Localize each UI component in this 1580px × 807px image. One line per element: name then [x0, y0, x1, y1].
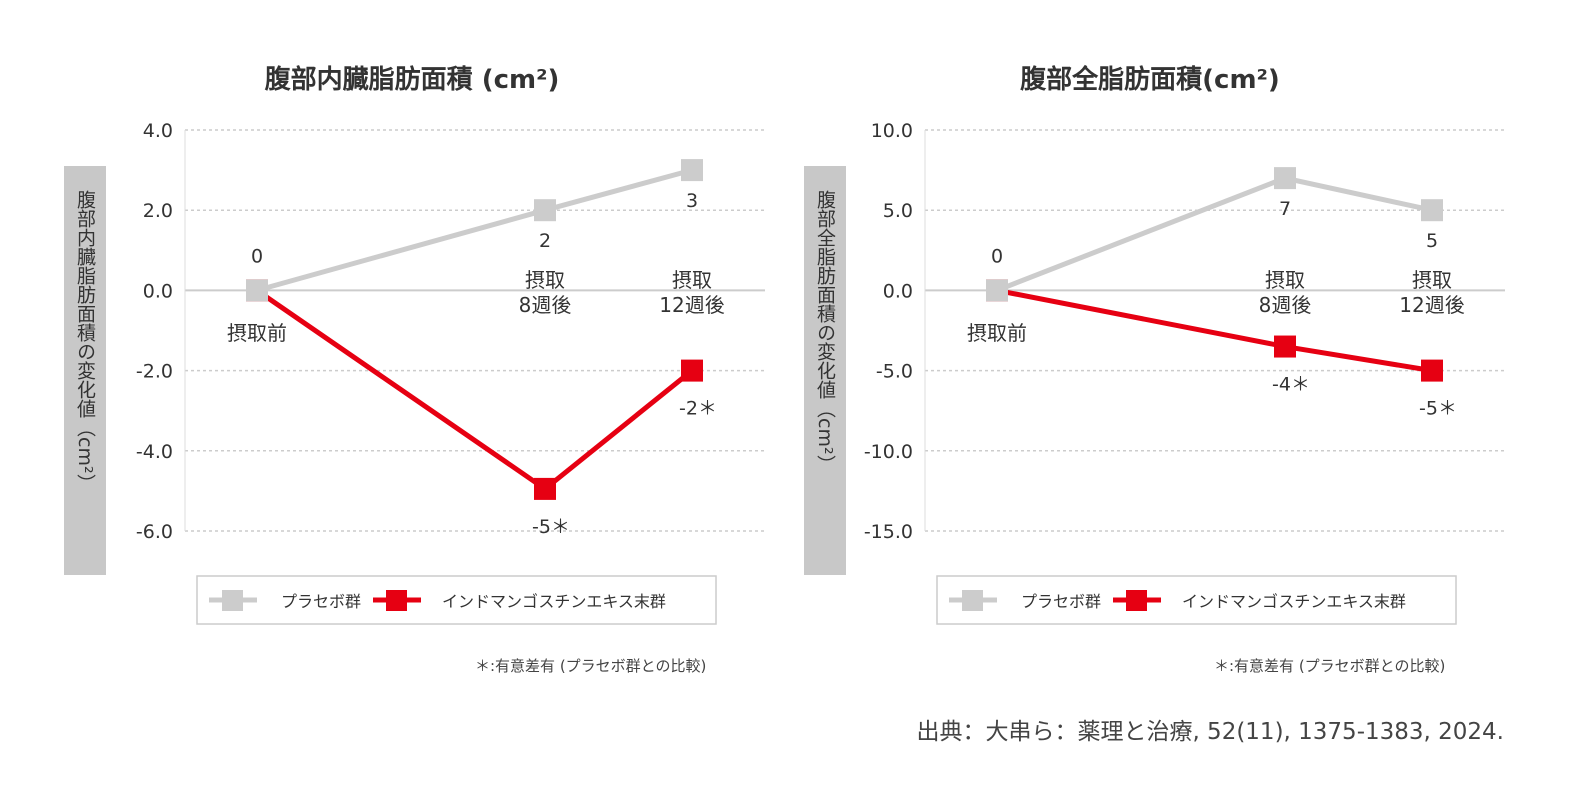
series-line-placebo: [256, 167, 693, 293]
y-axis-label: 腹部内臓脂肪面積の変化値（cm²）: [74, 190, 96, 493]
data-label: -4＊: [1272, 374, 1310, 396]
data-label: 5: [1426, 230, 1438, 252]
legend-marker: [222, 590, 243, 611]
data-point: [1274, 167, 1296, 190]
footnote-left: ＊:有意差有 (プラセボ群との比較): [475, 657, 707, 675]
data-point: [246, 279, 268, 302]
data-point: [681, 359, 703, 382]
series-line-extract: [996, 287, 1433, 374]
data-point: [986, 279, 1008, 302]
legend-marker: [1126, 590, 1147, 611]
data-label: 3: [686, 190, 698, 212]
y-tick-label: 4.0: [143, 120, 173, 142]
x-category-label: 摂取 12週後: [1399, 268, 1464, 317]
chart-1: 腹部内臓脂肪面積 (cm²) 腹部内臓脂肪面積の変化値（cm²） 4.0 2.0 0.0…: [64, 64, 765, 625]
data-label: 7: [1279, 198, 1291, 220]
data-point: [1421, 359, 1443, 382]
y-axis-label: 腹部全脂肪面積の変化値（cm²）: [814, 190, 836, 474]
legend-label: インドマンゴスチンエキス末群: [1182, 592, 1406, 611]
x-category-label: 摂取前: [227, 321, 287, 345]
data-label: 2: [539, 230, 551, 252]
x-category-label: 摂取 8週後: [1259, 268, 1312, 317]
series-line-placebo: [996, 175, 1433, 293]
data-label: -5＊: [1419, 398, 1457, 420]
chart-2: 腹部全脂肪面積(cm²) 腹部全脂肪面積の変化値（cm²） 10.0 5.0 0.0 -5…: [804, 64, 1505, 625]
data-point: [1274, 335, 1296, 358]
source-citation: 出典：大串ら：薬理と治療, 52(11), 1375-1383, 2024.: [916, 719, 1504, 745]
legend-marker: [386, 590, 407, 611]
legend: [196, 575, 717, 625]
legend-marker: [962, 590, 983, 611]
y-tick-label: -4.0: [136, 441, 173, 463]
chart-title: 腹部内臓脂肪面積 (cm²): [264, 64, 560, 95]
legend-label: インドマンゴスチンエキス末群: [442, 592, 666, 611]
x-category-label: 摂取前: [967, 321, 1027, 345]
y-tick-label: -2.0: [136, 361, 173, 383]
y-tick-label: -6.0: [136, 521, 173, 543]
y-tick-label: -5.0: [876, 361, 913, 383]
data-label: 0: [991, 245, 1003, 267]
x-category-label: 摂取 12週後: [659, 268, 724, 317]
data-point: [1421, 199, 1443, 222]
legend-label: プラセボ群: [281, 592, 361, 611]
y-tick-label: 0.0: [143, 280, 173, 302]
footnote-right: ＊:有意差有 (プラセボ群との比較): [1214, 657, 1446, 675]
legend-label: プラセボ群: [1021, 592, 1101, 611]
chart-title: 腹部全脂肪面積(cm²): [1019, 64, 1280, 95]
y-tick-label: -10.0: [864, 441, 913, 463]
y-axis-label-box: [64, 166, 106, 575]
x-category-label: 摂取 8週後: [519, 268, 572, 317]
data-point: [534, 199, 556, 222]
data-label: 0: [251, 245, 263, 267]
y-tick-label: 0.0: [883, 280, 913, 302]
data-label: -2＊: [679, 398, 717, 420]
data-point: [681, 159, 703, 182]
y-tick-label: 2.0: [143, 200, 173, 222]
y-tick-label: 5.0: [883, 200, 913, 222]
legend: [936, 575, 1457, 625]
y-tick-label: -15.0: [864, 521, 913, 543]
data-point: [534, 477, 556, 500]
data-label: -5＊: [532, 516, 570, 538]
y-axis-label-box: [804, 166, 846, 575]
series-line-extract: [255, 288, 694, 493]
y-tick-label: 10.0: [871, 120, 913, 142]
